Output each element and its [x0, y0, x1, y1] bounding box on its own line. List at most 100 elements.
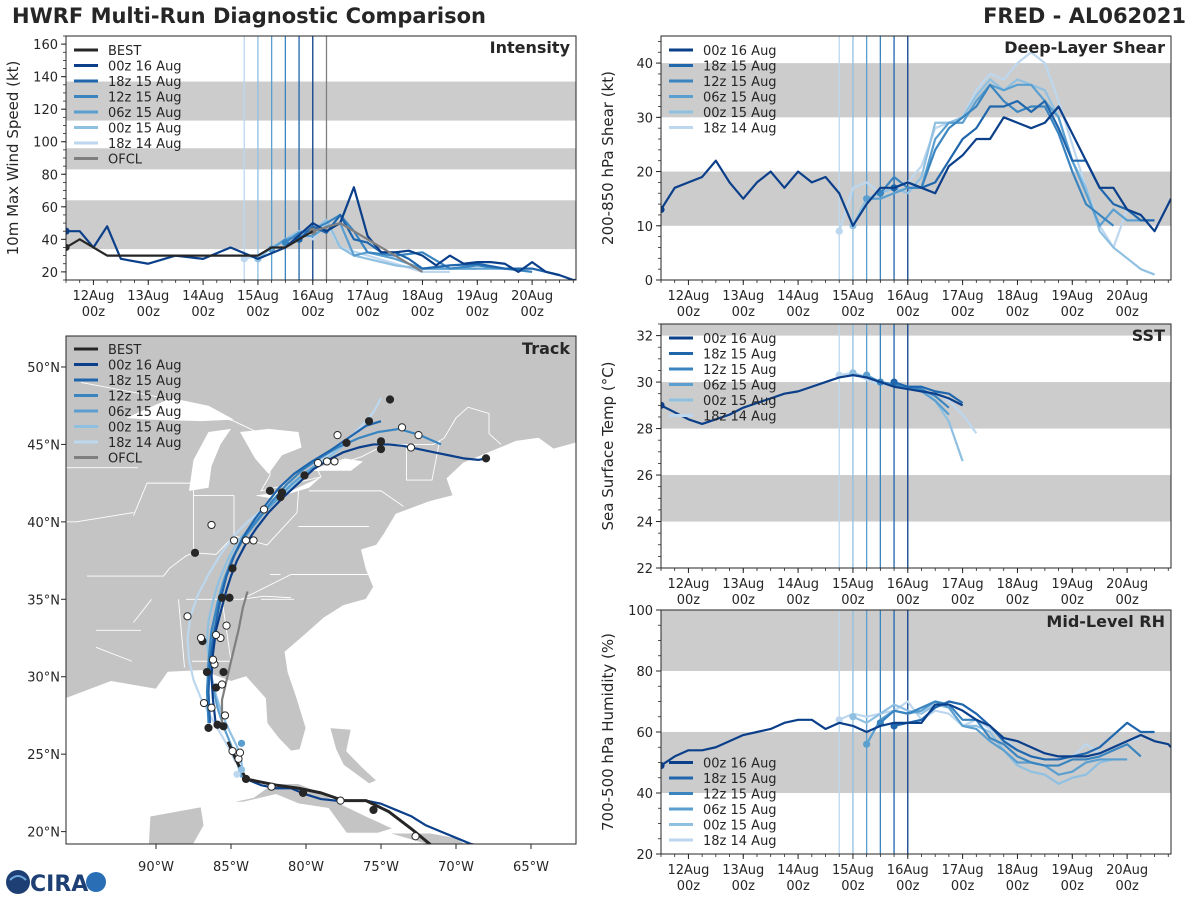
x-tick-label: 00z: [1006, 879, 1030, 894]
x-tick-label: 00z: [1061, 593, 1085, 608]
legend-label: 06z 15 Aug: [703, 379, 777, 394]
series-line: [66, 230, 314, 257]
land-north-america: [66, 336, 576, 752]
map-frame: [65, 335, 577, 845]
great-lake: [126, 397, 234, 422]
track-position-marker: [385, 395, 395, 404]
series-line: [838, 700, 1142, 761]
legend-label: 18z 14 Aug: [108, 436, 182, 451]
legend-label: OFCL: [108, 452, 143, 467]
track-position-marker: [225, 593, 234, 602]
lon-tick-label: 65°W: [513, 860, 549, 875]
x-tick-label: 17Aug: [942, 577, 984, 592]
track-position-marker: [183, 612, 192, 621]
legend-label: 00z 15 Aug: [108, 421, 182, 436]
land-bahamas: [329, 727, 378, 784]
x-tick-label: 00z: [677, 879, 701, 894]
track-position-marker: [330, 457, 339, 466]
x-tick-label: 00z: [841, 593, 865, 608]
cira-logo: CIRA: [6, 870, 106, 897]
track-position-marker: [190, 548, 200, 557]
legend-label: 06z 15 Aug: [108, 405, 182, 420]
y-tick-label: 30: [636, 376, 653, 391]
series-start-point: [863, 740, 871, 748]
x-tick-label: 00z: [411, 305, 435, 320]
y-tick-label: 100: [33, 136, 58, 151]
series-line: [312, 221, 424, 273]
track-position-marker: [397, 423, 407, 432]
track-position-marker: [267, 782, 276, 791]
y-axis-label: 700-500 hPa Humidity (%): [599, 633, 617, 831]
y-tick-label: 10: [636, 220, 653, 235]
x-tick-label: 00z: [82, 305, 106, 320]
legend-label: 12z 15 Aug: [703, 788, 777, 803]
x-tick-label: 00z: [1115, 879, 1139, 894]
y-tick-label: 20: [41, 266, 58, 281]
track-line: [207, 420, 382, 724]
x-tick-label: 00z: [786, 879, 810, 894]
track-position-marker: [277, 488, 287, 497]
track-position-marker: [300, 471, 309, 480]
track-position-marker: [241, 774, 251, 784]
x-tick-label: 17Aug: [942, 863, 984, 878]
logo-text: CIRA: [30, 872, 88, 897]
track-position-marker: [208, 655, 218, 664]
y-tick-label: 80: [636, 665, 653, 680]
legend-label: 06z 15 Aug: [703, 803, 777, 818]
lon-tick-label: 75°W: [363, 860, 399, 875]
globe-icon: [6, 870, 30, 894]
x-tick-label: 00z: [677, 593, 701, 608]
series-line: [661, 703, 1171, 767]
political-border: [178, 599, 185, 668]
figure-title: HWRF Multi-Run Diagnostic Comparison: [12, 4, 487, 28]
legend-label: 18z 15 Aug: [108, 374, 182, 389]
series-line: [879, 700, 1142, 767]
legend-label: 12z 15 Aug: [703, 363, 777, 378]
init-position-marker: [233, 770, 241, 778]
legend-label: 18z 14 Aug: [703, 410, 777, 425]
shaded-band: [66, 148, 576, 170]
axes-frame: [660, 323, 1172, 569]
series-line: [893, 700, 1155, 761]
series-start-point: [66, 243, 70, 252]
x-tick-label: 00z: [786, 593, 810, 608]
lat-tick-label: 45°N: [27, 438, 60, 453]
x-tick-label: 00z: [951, 305, 975, 320]
x-tick-label: 14Aug: [777, 577, 819, 592]
x-tick-label: 00z: [896, 593, 920, 608]
x-tick-label: 00z: [732, 879, 756, 894]
series-line: [661, 374, 964, 426]
x-tick-label: 15Aug: [237, 289, 279, 304]
political-border: [133, 482, 201, 516]
x-tick-label: 00z: [1061, 305, 1085, 320]
legend-label: 12z 15 Aug: [108, 390, 182, 405]
x-tick-label: 18Aug: [996, 863, 1038, 878]
track-position-marker: [414, 431, 423, 440]
legend-label: 18z 15 Aug: [703, 348, 777, 363]
lat-tick-label: 50°N: [27, 361, 60, 376]
sst-plot-area: [661, 324, 1171, 568]
shaded-band: [661, 324, 1171, 336]
track-position-marker: [219, 667, 228, 677]
track-position-marker: [228, 746, 237, 756]
series-line: [893, 99, 1155, 222]
x-tick-label: 20Aug: [1106, 577, 1148, 592]
political-border: [221, 599, 232, 662]
x-tick-label: 00z: [896, 879, 920, 894]
panel-title: SST: [1132, 326, 1165, 345]
great-lake: [255, 476, 321, 499]
y-tick-label: 22: [636, 562, 653, 577]
x-tick-label: 19Aug: [1051, 577, 1093, 592]
shaded-band: [661, 171, 1171, 226]
land-yucatan: [66, 806, 205, 844]
panel-title: Track: [522, 339, 570, 358]
series-start-point: [835, 227, 843, 235]
x-tick-label: 00z: [1115, 593, 1139, 608]
legend-label: 18z 15 Aug: [703, 772, 777, 787]
intensity-plot-area: [66, 36, 576, 280]
series-start-point: [661, 205, 665, 214]
legend-label: 00z 16 Aug: [703, 332, 777, 347]
land-hispaniola: [388, 832, 576, 844]
intensity-chart: 2040608010012014016012Aug00z13Aug00z14Au…: [4, 35, 577, 320]
track-position-marker: [265, 486, 275, 495]
